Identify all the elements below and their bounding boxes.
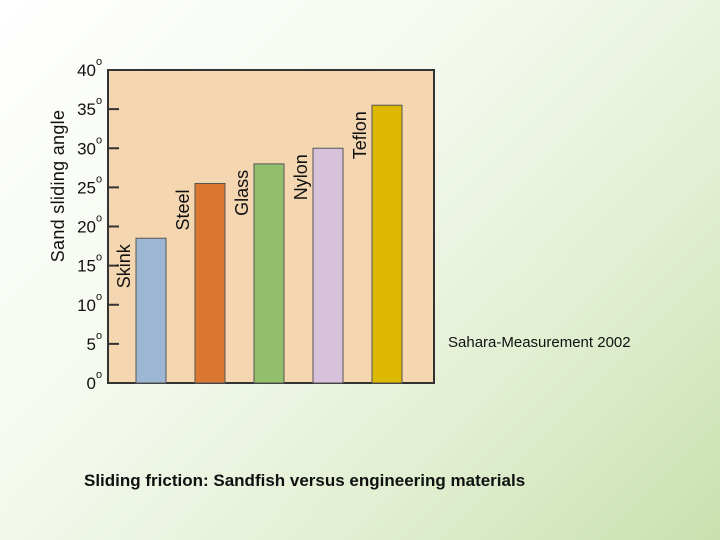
measurement-note: Sahara-Measurement 2002 [448,334,631,351]
y-tick-label-25: 25 [77,178,96,197]
y-tick-label-40: 40 [77,61,96,80]
degree-symbol: o [96,134,102,146]
bar-teflon [371,104,403,384]
bar-glass [253,163,285,384]
bar-label-teflon: Teflon [350,111,370,159]
bar-skink [135,237,167,384]
y-tick-label-35: 35 [77,100,96,119]
bar-steel [194,182,226,384]
degree-symbol: o [96,173,102,185]
bar-label-steel: Steel [173,189,193,230]
degree-symbol: o [96,56,102,68]
y-axis-label: Sand sliding angle [48,110,68,263]
bars: Skink Steel Glass Nylon Teflon [114,104,403,384]
bar-label-skink: Skink [114,243,134,288]
degree-symbol: o [96,95,102,107]
y-tick-label-10: 10 [77,296,96,315]
y-tick-label-5: 5 [87,335,96,354]
degree-symbol: o [96,213,102,225]
degree-symbol: o [96,291,102,303]
degree-symbol: o [96,369,102,381]
degree-symbol: o [96,252,102,264]
y-axis-ticks: 0 o5 o10 o15 o20 o25 o30 o35 o40 o [77,56,119,393]
bar-label-nylon: Nylon [291,154,311,200]
chart-title: Sliding friction: Sandfish versus engine… [84,471,526,490]
bar-label-glass: Glass [232,170,252,216]
y-tick-label-20: 20 [77,218,96,237]
degree-symbol: o [96,330,102,342]
y-tick-label-0: 0 [87,374,96,393]
y-tick-label-30: 30 [77,139,96,158]
y-tick-label-15: 15 [77,257,96,276]
bar-nylon [312,147,344,384]
